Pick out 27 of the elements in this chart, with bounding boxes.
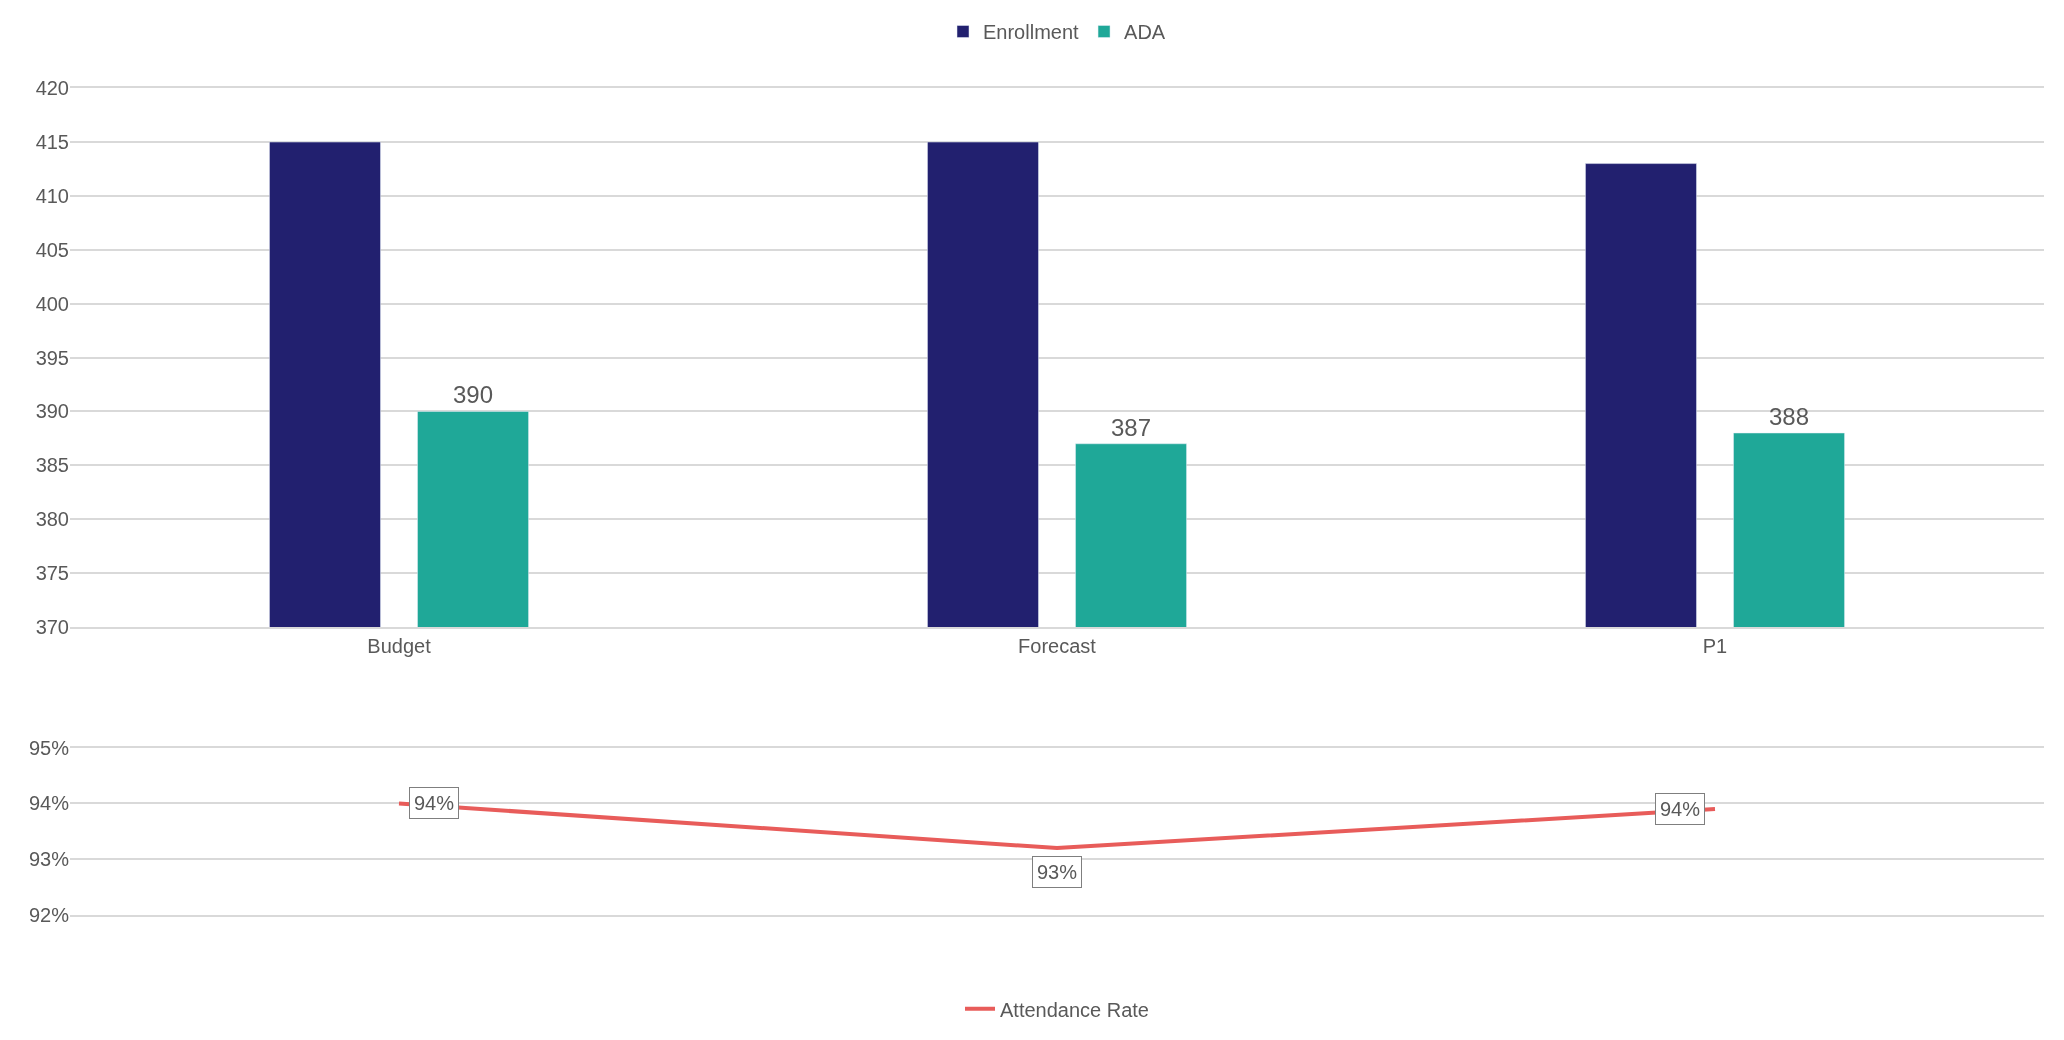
legend-label: Attendance Rate — [1000, 998, 1149, 1021]
y-tick-label: 94% — [28, 792, 70, 815]
y-tick-label: 415 — [35, 131, 69, 154]
x-tick-label: P1 — [1702, 634, 1728, 657]
data-label: 390 — [453, 381, 494, 409]
y-tick-label: 420 — [35, 77, 69, 100]
y-tick-label: 395 — [35, 346, 69, 369]
y-tick-label: 92% — [28, 903, 70, 926]
y-tick-label: 93% — [28, 848, 70, 871]
data-label: 388 — [1769, 403, 1810, 430]
y-tick-label: 380 — [35, 508, 69, 531]
y-tick-label: 375 — [35, 562, 69, 585]
y-tick-label: 405 — [35, 238, 69, 261]
y-tick-label: 370 — [35, 615, 69, 638]
data-label: 94% — [414, 792, 455, 814]
y-tick-label: 400 — [35, 292, 69, 315]
data-label: 387 — [1111, 413, 1152, 441]
y-tick-label: 95% — [28, 736, 70, 759]
y-tick-label: 390 — [35, 400, 69, 423]
y-tick-label: 410 — [35, 184, 69, 207]
legend-label: Enrollment — [983, 21, 1080, 44]
data-label: 94% — [1660, 798, 1701, 820]
y-tick-label: 385 — [35, 454, 69, 477]
x-tick-label: Forecast — [1018, 634, 1097, 657]
data-label: 93% — [1037, 861, 1078, 883]
x-tick-label: Budget — [367, 634, 432, 657]
legend-label: ADA — [1124, 21, 1166, 44]
